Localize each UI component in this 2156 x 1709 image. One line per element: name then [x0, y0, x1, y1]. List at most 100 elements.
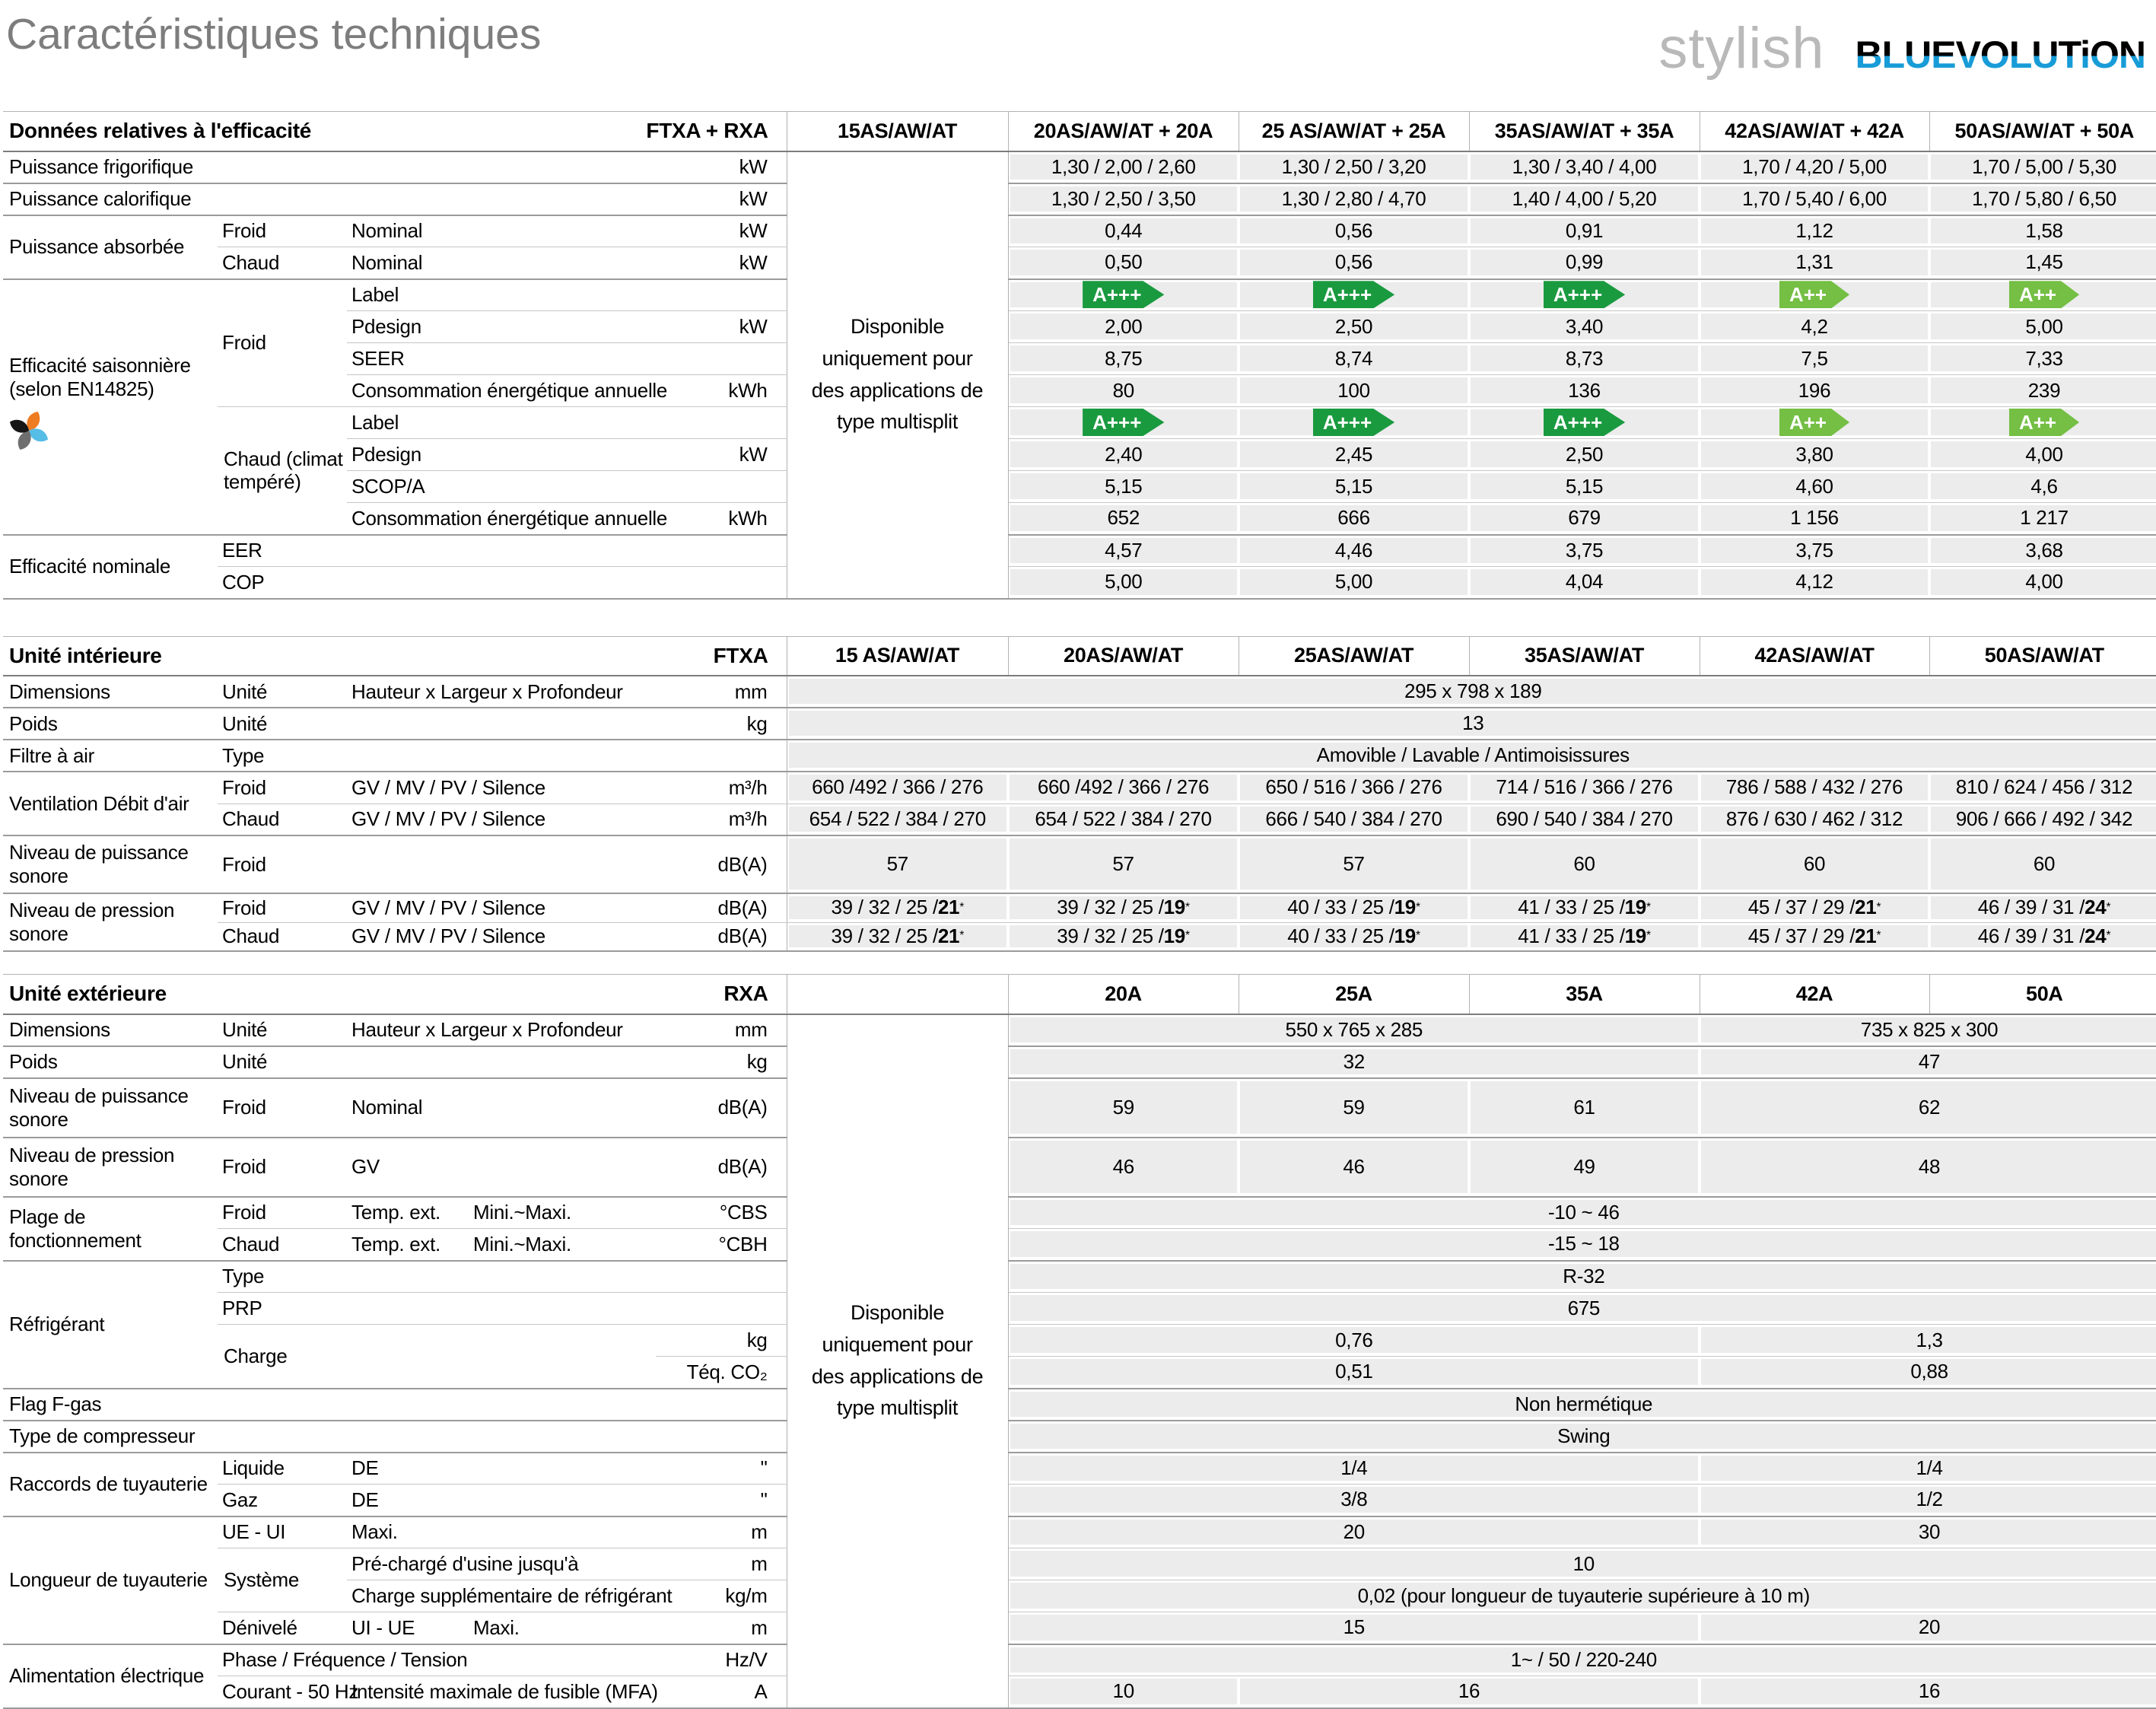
value-cell: 1,30 / 2,50 / 3,20 — [1239, 151, 1470, 184]
column-header: 50A — [1929, 974, 2156, 1015]
unit-label: Téq. CO₂ — [656, 1356, 787, 1389]
unit-label: m — [656, 1548, 787, 1580]
value-text: 4,12 — [1795, 570, 1833, 594]
table-row: Puissance calorifique kW 1,30 / 2,50 / 3,5… — [3, 183, 2156, 216]
value-cell: 1/4 — [1008, 1452, 1700, 1485]
value-fill: -15 ~ 18 — [1010, 1231, 2156, 1257]
value-text: 41 / 33 / 25 / — [1518, 924, 1625, 947]
value-text: 32 — [1343, 1049, 1366, 1073]
value-text: 100 — [1337, 378, 1370, 402]
value-cell: 1,3 — [1700, 1324, 2156, 1357]
value-text: 1/4 — [1916, 1456, 1943, 1479]
value-fill: 1,30 / 2,50 / 3,20 — [1240, 154, 1468, 180]
value-cell: A+++ — [1469, 406, 1700, 439]
unit-label: kWh — [656, 502, 787, 536]
row-label: GV / MV / PV / Silence — [347, 772, 656, 804]
value-cell: 5,15 — [1239, 470, 1470, 503]
unit-label — [656, 406, 787, 439]
row-label: Froid — [218, 1137, 347, 1198]
unit-label: m³/h — [656, 804, 787, 836]
value-cell: 660 /492 / 366 / 276 — [787, 772, 1008, 804]
row-label: SEER — [347, 342, 656, 375]
value-cell: 5,00 — [1239, 566, 1470, 600]
value-cell: 5,15 — [1008, 470, 1239, 503]
value-cell: -15 ~ 18 — [1008, 1228, 2156, 1262]
value-cell: 7,33 — [1929, 342, 2156, 375]
row-label: Plage de fonctionnement — [3, 1196, 218, 1262]
column-header: 42A — [1700, 974, 1930, 1015]
row-label: Label — [347, 278, 656, 311]
value-text: 3,75 — [1565, 538, 1604, 562]
value-text: 4,00 — [2025, 570, 2063, 594]
value-cell: 1,30 / 2,00 / 2,60 — [1008, 151, 1239, 184]
unit-label — [656, 342, 787, 375]
value-fill: 1,40 / 4,00 / 5,20 — [1471, 186, 1699, 212]
value-text: -10 ~ 46 — [1547, 1200, 1620, 1224]
value-bold: 19 — [1624, 924, 1647, 947]
value-fill: 39 / 32 / 25 / 19 * — [1010, 925, 1237, 947]
value-cell: 1,70 / 5,80 / 6,50 — [1929, 183, 2156, 216]
value-fill: 46 — [1010, 1140, 1238, 1193]
value-fill: 46 — [1240, 1140, 1468, 1193]
value-fill: 3/8 — [1010, 1487, 1699, 1513]
value-fill: 30 — [1701, 1519, 2156, 1545]
table-row: Plage de fonctionnement Froid Temp. ext. Mi… — [3, 1196, 2156, 1262]
value-fill: 2,45 — [1240, 441, 1468, 467]
value-cell: 654 / 522 / 384 / 270 — [1008, 804, 1239, 836]
value-text: 5,00 — [2025, 314, 2063, 338]
value-text: 46 — [1343, 1154, 1365, 1178]
value-cell: A+++ — [1239, 278, 1470, 311]
table-row: Pdesign kW 2,00 2,50 3,40 4,2 5,00 — [3, 310, 2156, 343]
value-fill: 0,99 — [1471, 250, 1699, 275]
row-label-text: Efficacité saisonnière (selon EN14825) — [9, 354, 191, 401]
value-bold: 19 — [1394, 924, 1417, 947]
value-cell: Amovible / Lavable / Antimoisissures — [787, 740, 2156, 772]
value-text: 30 — [1918, 1520, 1941, 1543]
value-fill: A++ — [1701, 281, 1929, 309]
value-text: 3,80 — [1795, 442, 1833, 466]
value-fill: 714 / 516 / 366 / 276 — [1471, 775, 1698, 800]
row-label: GV / MV / PV / Silence — [347, 804, 656, 836]
table-row: Niveau de pression sonore Froid GV / MV / … — [3, 893, 2156, 952]
value-fill: 136 — [1471, 377, 1699, 403]
value-fill: 666 / 540 / 384 / 270 — [1240, 806, 1468, 832]
value-text: 3,40 — [1565, 314, 1604, 338]
row-label: Pdesign — [347, 310, 656, 343]
value-cell: 40 / 33 / 25 / 19 * — [1239, 922, 1469, 952]
value-cell: 1,70 / 5,00 / 5,30 — [1929, 151, 2156, 184]
unit-label — [656, 1388, 787, 1421]
unit-label: dB(A) — [656, 893, 787, 923]
value-fill: 786 / 588 / 432 / 276 — [1701, 775, 1928, 800]
value-cell: 39 / 32 / 25 / 21 * — [787, 922, 1008, 952]
value-text: 714 / 516 / 366 / 276 — [1496, 775, 1673, 799]
value-cell: 57 — [787, 835, 1008, 894]
value-cell: 80 — [1008, 374, 1239, 407]
value-cell: 4,00 — [1929, 566, 2156, 600]
value-fill: Swing — [1010, 1423, 2156, 1449]
value-cell: 1 217 — [1929, 502, 2156, 536]
row-label: SCOP/A — [347, 470, 656, 503]
table-row: Chaud Nominal kW 0,50 0,56 0,99 1,31 1,45 — [3, 247, 2156, 280]
value-fill: A++ — [1931, 281, 2156, 309]
row-label: Charge — [218, 1324, 656, 1389]
value-fill: 49 — [1471, 1140, 1699, 1193]
value-fill: A+++ — [1471, 409, 1699, 436]
value-text: 1~ / 50 / 220-240 — [1510, 1647, 1658, 1671]
value-cell: 0,99 — [1469, 247, 1700, 280]
value-fill: 7,5 — [1701, 345, 1929, 371]
value-fill: 5,15 — [1010, 473, 1238, 499]
section-2: Unité intérieure FTXA 15 AS/AW/AT 20AS/AW/A… — [3, 635, 2156, 952]
row-label: Maxi. — [347, 1516, 656, 1548]
value-fill: A++ — [1931, 409, 2156, 436]
value-fill: 59 — [1010, 1080, 1238, 1134]
value-fill: 1,70 / 5,40 / 6,00 — [1701, 186, 1929, 212]
value-text: 0,02 (pour longueur de tuyauterie supéri… — [1357, 1583, 1811, 1607]
value-cell: 1,30 / 2,80 / 4,70 — [1239, 183, 1470, 216]
value-cell: 2,50 — [1239, 310, 1470, 343]
value-fill: 3,80 — [1701, 441, 1929, 467]
table-row: Courant - 50 Hz Intensité maximale de fus… — [3, 1676, 2156, 1709]
value-text: 136 — [1568, 378, 1601, 402]
unit-label: dB(A) — [656, 835, 787, 894]
column-header: 35AS/AW/AT — [1469, 635, 1700, 676]
row-label: Gaz — [218, 1484, 347, 1517]
